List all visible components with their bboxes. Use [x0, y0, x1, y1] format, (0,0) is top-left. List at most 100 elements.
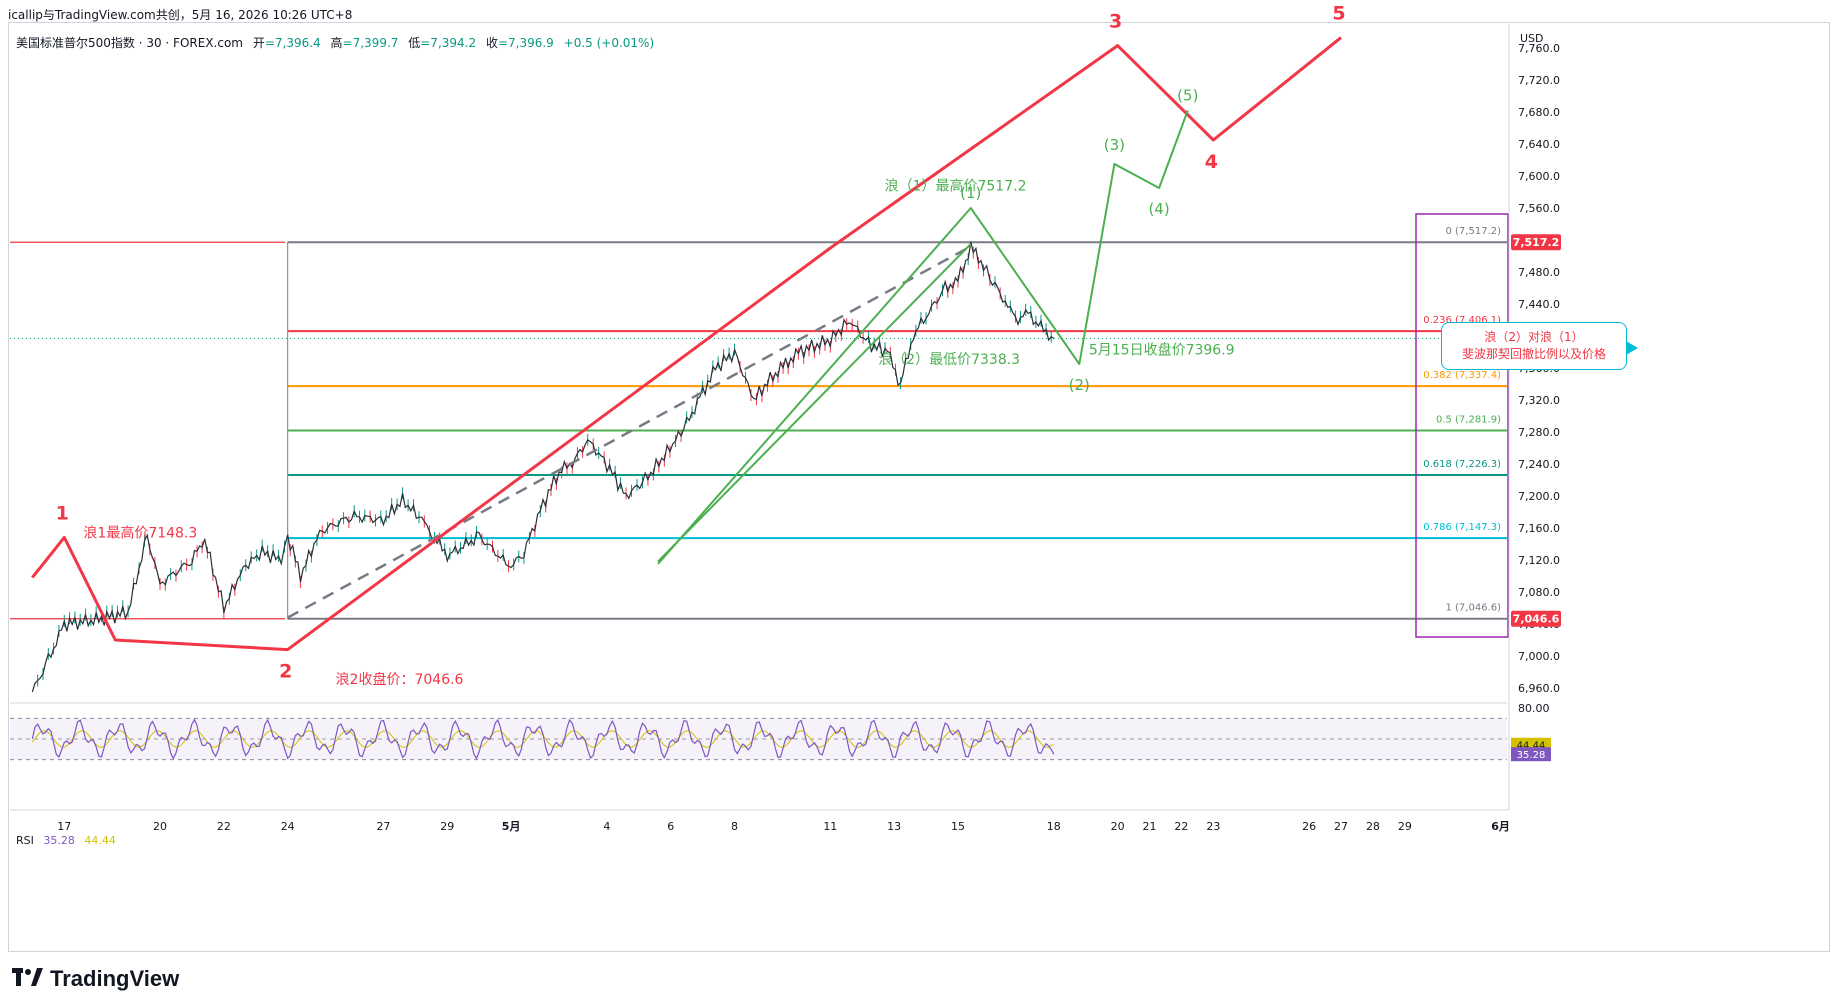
fib-level-label-1: 0.236 (7,406.1) — [1423, 315, 1501, 326]
x-tick-label-18: 26 — [1302, 820, 1316, 833]
fib-level-label-2: 0.382 (7,337.4) — [1423, 370, 1501, 381]
ohlc-high-label: 高 — [330, 36, 343, 50]
green-wave-label-3: (3) — [1104, 136, 1125, 154]
fib-level-label-5: 0.786 (7,147.3) — [1423, 522, 1501, 533]
x-tick-label-17: 23 — [1206, 820, 1220, 833]
fib-level-label-6: 1 (7,046.6) — [1445, 603, 1501, 614]
rsi-badge-label-1: 35.28 — [1517, 750, 1546, 761]
y-tick-label-19: 7,000.0 — [1518, 650, 1560, 663]
fibonacci-retracement[interactable]: 0 (7,517.2) 0.236 (7,406.1) 0.382 (7,337.4… — [287, 213, 1509, 638]
y-tick-label-3: 7,640.0 — [1518, 138, 1560, 151]
ohlc-close-value: =7,396.9 — [497, 36, 554, 50]
y-tick-label-8: 7,440.0 — [1518, 298, 1560, 311]
price-change: +0.5 (+0.01%) — [563, 36, 655, 50]
y-tick-label-5: 7,560.0 — [1518, 202, 1560, 215]
annotation-1: 浪2收盘价：7046.6 — [336, 671, 464, 688]
price-badge-label-2: 7,046.6 — [1513, 613, 1560, 626]
x-tick-label-5: 29 — [440, 820, 454, 833]
y-tick-label-7: 7,480.0 — [1518, 266, 1560, 279]
annotation-3: 浪（2）最低价7338.3 — [878, 352, 1020, 368]
red-wave-label-5: 5 — [1332, 3, 1345, 25]
rsi-ma-value: 44.44 — [84, 834, 116, 847]
ohlc-open-value: =7,396.4 — [264, 36, 321, 50]
symbol-legend: 美国标准普尔500指数 · 30 · FOREX.com 开=7,396.4 高… — [16, 34, 654, 51]
x-tick-label-20: 28 — [1366, 820, 1380, 833]
y-tick-label-1: 7,720.0 — [1518, 74, 1560, 87]
x-tick-label-6: 5月 — [502, 820, 521, 833]
fib-level-label-3: 0.5 (7,281.9) — [1436, 414, 1501, 425]
rsi-badge-bg-1 — [1511, 747, 1551, 762]
chart-frame — [8, 22, 1830, 952]
price-badge-bg-2 — [1511, 610, 1561, 627]
tradingview-logo-icon — [12, 966, 44, 992]
annotation-2: 浪（1）最高价7517.2 — [885, 177, 1027, 194]
fib-note-callout[interactable]: 浪（2）对浪（1） 斐波那契回撤比例以及价格 — [1441, 322, 1638, 370]
ohlc-close-label: 收 — [485, 36, 498, 50]
red-wave-label-2: 2 — [279, 661, 292, 683]
x-tick-label-15: 21 — [1143, 820, 1157, 833]
x-tick-label-22: 6月 — [1491, 820, 1510, 833]
ohlc-open-label: 开 — [252, 36, 265, 50]
x-tick-label-0: 17 — [57, 820, 71, 833]
price-badge-label-0: 7,517.2 — [1513, 236, 1560, 249]
fib-time-box — [1415, 213, 1509, 638]
x-tick-label-1: 20 — [153, 820, 167, 833]
ohlc-low-value: =7,394.2 — [420, 36, 477, 50]
horizontal-lines[interactable] — [10, 241, 1507, 620]
y-tick-label-17: 7,080.0 — [1518, 586, 1560, 599]
x-tick-label-13: 18 — [1047, 820, 1061, 833]
fib-level-label-0: 0 (7,517.2) — [1445, 226, 1501, 237]
x-tick-label-21: 29 — [1398, 820, 1412, 833]
x-tick-label-2: 22 — [217, 820, 231, 833]
x-tick-label-11: 13 — [887, 820, 901, 833]
rsi-legend: RSI 35.28 44.44 — [16, 834, 116, 847]
red-wave-label-3: 3 — [1109, 11, 1122, 33]
callout-line-2: 斐波那契回撤比例以及价格 — [1461, 347, 1606, 361]
y-tick-label-0: 7,760.0 — [1518, 42, 1560, 55]
rsi-value: 35.28 — [43, 834, 75, 847]
green-channel-line — [657, 243, 972, 563]
rsi-label: RSI — [16, 834, 34, 847]
currency-label: USD — [1520, 32, 1544, 45]
x-tick-label-16: 22 — [1174, 820, 1188, 833]
ohlc-high-value: =7,399.7 — [342, 36, 399, 50]
rsi-line — [31, 718, 1055, 760]
elliott-waves[interactable] — [31, 36, 1342, 652]
y-tick-label-4: 7,600.0 — [1518, 170, 1560, 183]
callout-line-1: 浪（2）对浪（1） — [1484, 330, 1584, 344]
x-tick-label-4: 27 — [376, 820, 390, 833]
wave-labels: 1 2 3 4 5 (1) (2) (3) (4) (5) 浪1最高价7148.3 浪2收盘价：704… — [56, 3, 1346, 688]
x-tick-label-8: 6 — [667, 820, 674, 833]
callout-pointer — [1626, 341, 1638, 355]
grey-dashed-trendline — [287, 245, 972, 619]
price-series — [31, 241, 1055, 693]
x-tick-label-10: 11 — [823, 820, 837, 833]
red-elliott-wave — [31, 36, 1342, 652]
y-tick-label-2: 7,680.0 — [1518, 106, 1560, 119]
red-wave-label-4: 4 — [1205, 151, 1218, 173]
red-wave-label-1: 1 — [56, 502, 69, 524]
fib-level-label-4: 0.618 (7,226.3) — [1423, 459, 1501, 470]
y-tick-label-20: 6,960.0 — [1518, 682, 1560, 695]
annotation-4: 5月15日收盘价7396.9 — [1089, 341, 1235, 358]
rsi-badge-label-0: 44.44 — [1517, 741, 1546, 752]
y-tick-label-11: 7,320.0 — [1518, 394, 1560, 407]
ohlc-low-label: 低 — [408, 36, 421, 50]
green-wave-label-2: (2) — [1069, 376, 1090, 394]
green-wave-label-4: (4) — [1148, 200, 1169, 218]
tradingview-logo-text: TradingView — [50, 966, 180, 991]
price-line — [31, 241, 1055, 693]
x-tick-label-19: 27 — [1334, 820, 1348, 833]
chart-attribution: icallip与TradingView.com共创，5月 16, 2026 10… — [8, 8, 353, 22]
price-badge-bg-0 — [1511, 234, 1561, 251]
tradingview-logo[interactable]: TradingView — [12, 966, 179, 992]
x-tick-label-12: 15 — [951, 820, 965, 833]
green-wave-label-1: (1) — [960, 184, 981, 202]
green-wave-label-5: (5) — [1177, 86, 1198, 104]
x-tick-label-3: 24 — [281, 820, 295, 833]
y-tick-label-13: 7,240.0 — [1518, 458, 1560, 471]
green-elliott-wave — [657, 110, 1189, 565]
